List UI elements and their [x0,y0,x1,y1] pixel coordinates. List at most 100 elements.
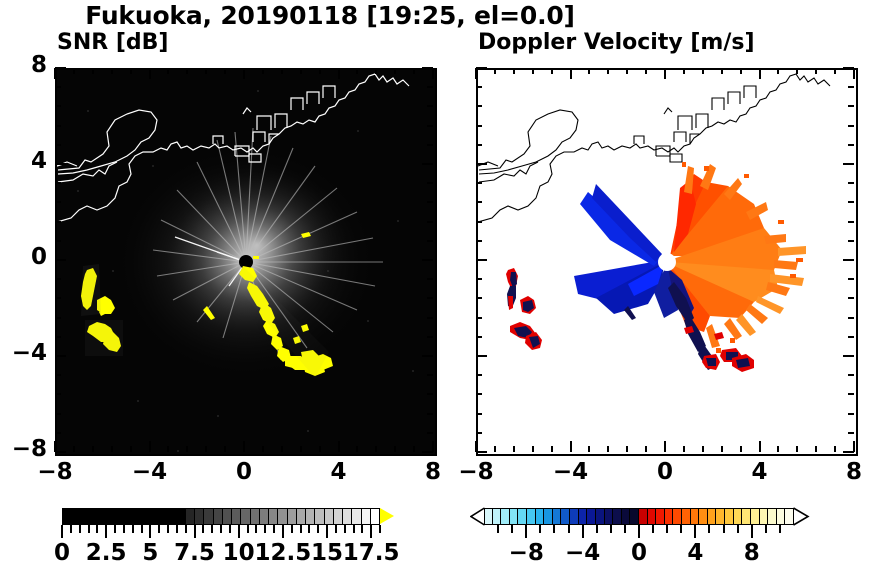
snr-colorbar-minor-tick [264,525,267,533]
doppler-colorbar-segment [552,508,562,525]
doppler-colorbar-major-tick [750,525,753,538]
snr-colorbar-tick-label: 15 [310,540,343,566]
doppler-colorbar-segment [664,508,674,525]
x-tick-label: 8 [424,459,441,485]
panel-title-snr: SNR [dB] [57,30,169,55]
doppler-colorbar[interactable] [484,508,794,525]
snr-echo-islands-sw [81,268,121,352]
snr-colorbar-minor-tick [228,525,231,533]
doppler-colorbar-major-tick [638,525,640,538]
snr-colorbar-minor-tick [255,525,258,533]
snr-colorbar-segment [195,508,205,525]
snr-colorbar-minor-tick [308,525,311,533]
doppler-colorbar-minor-tick [567,525,570,533]
y-tick-label: 0 [30,244,47,270]
doppler-colorbar-segment [570,508,579,525]
snr-colorbar-tick-label: 5 [142,540,159,566]
doppler-colorbar-minor-tick [539,525,542,533]
snr-colorbar-minor-tick [299,525,302,533]
doppler-colorbar-minor-tick [778,525,781,533]
doppler-colorbar-segment [561,508,571,525]
doppler-colorbar-segment [621,508,631,525]
doppler-colorbar-segment [518,508,528,525]
doppler-colorbar-segment [682,508,691,525]
doppler-colorbar-minor-tick [511,525,514,533]
snr-colorbar-segment [250,508,260,525]
doppler-colorbar-segment [776,508,786,525]
doppler-colorbar-segment [759,508,769,525]
snr-radial-spokes [152,127,383,361]
snr-colorbar-segment [103,508,112,525]
snr-colorbar-minor-tick [370,525,373,538]
snr-colorbar-segment [352,508,362,525]
snr-colorbar-segment [119,508,128,525]
snr-colorbar-minor-tick [326,525,328,538]
doppler-negative-lobe [574,184,716,370]
doppler-colorbar-minor-tick [595,525,598,533]
doppler-plot-area[interactable] [476,68,858,456]
snr-coastline [57,73,410,223]
doppler-colorbar-under-arrow [470,508,484,524]
snr-colorbar-minor-tick [122,525,125,533]
doppler-colorbar-segment [785,508,794,525]
snr-colorbar-segment [95,508,104,525]
doppler-colorbar-segment [716,508,726,525]
snr-colorbar-minor-tick [105,525,108,538]
snr-colorbar-minor-tick [211,525,214,533]
panel-title-velocity: Doppler Velocity [m/s] [478,30,755,55]
snr-colorbar-segment [152,508,161,525]
doppler-colorbar-tick-label: 4 [687,540,704,566]
doppler-colorbar-minor-tick [553,525,556,533]
snr-colorbar-segment [70,508,79,525]
snr-colorbar-minor-tick [78,525,81,533]
doppler-colorbar-segment [725,508,734,525]
doppler-colorbar-segment [673,508,683,525]
doppler-colorbar-segment [707,508,717,525]
snr-colorbar-tick-label: 12.5 [254,540,312,566]
doppler-colorbar-segment [699,508,708,525]
x-tick-label: 4 [330,459,347,485]
y-tick-label: 4 [30,148,47,174]
snr-colorbar-segment [241,508,251,525]
doppler-colorbar-over-arrow [794,508,808,524]
doppler-colorbar-segment [647,508,657,525]
doppler-colorbar-segment [501,508,510,525]
doppler-origin-hole [658,253,676,271]
snr-colorbar-minor-tick [114,525,116,533]
snr-colorbar-segment [361,508,371,525]
doppler-colorbar-major-tick [581,525,584,538]
doppler-colorbar-segment [587,508,596,525]
snr-colorbar-segment [222,508,232,525]
snr-echo-halo [81,262,329,378]
snr-colorbar-minor-tick [379,525,381,533]
snr-colorbar-minor-tick [246,525,249,533]
snr-colorbar-minor-tick [352,525,355,533]
x-tick-label: −8 [37,459,73,485]
snr-colorbar-minor-tick [343,525,346,533]
snr-echo-se-cluster [285,350,333,370]
doppler-colorbar-segment [630,508,639,525]
doppler-colorbar-segment [768,508,777,525]
snr-colorbar-minor-tick [317,525,320,533]
snr-colorbar-segment [169,508,178,525]
doppler-colorbar-minor-tick [609,525,612,533]
radar-origin-marker [239,255,253,269]
snr-colorbar-segment [287,508,297,525]
snr-colorbar-minor-tick [149,525,152,538]
snr-colorbar[interactable] [62,508,380,525]
x-tick-label: 0 [656,459,673,485]
doppler-colorbar-segment [656,508,665,525]
doppler-colorbar-segment [690,508,700,525]
doppler-colorbar-segment [742,508,751,525]
doppler-colorbar-minor-tick [497,525,500,533]
snr-colorbar-segment [259,508,269,525]
snr-echo-streaks [203,232,311,320]
snr-colorbar-minor-tick [273,525,275,533]
doppler-colorbar-minor-tick [680,525,683,533]
snr-plot-area[interactable] [55,68,437,456]
snr-colorbar-minor-tick [175,525,178,533]
doppler-coastline [478,73,831,223]
snr-colorbar-tick-label: 0 [53,540,70,566]
snr-colorbar-segment [296,508,306,525]
